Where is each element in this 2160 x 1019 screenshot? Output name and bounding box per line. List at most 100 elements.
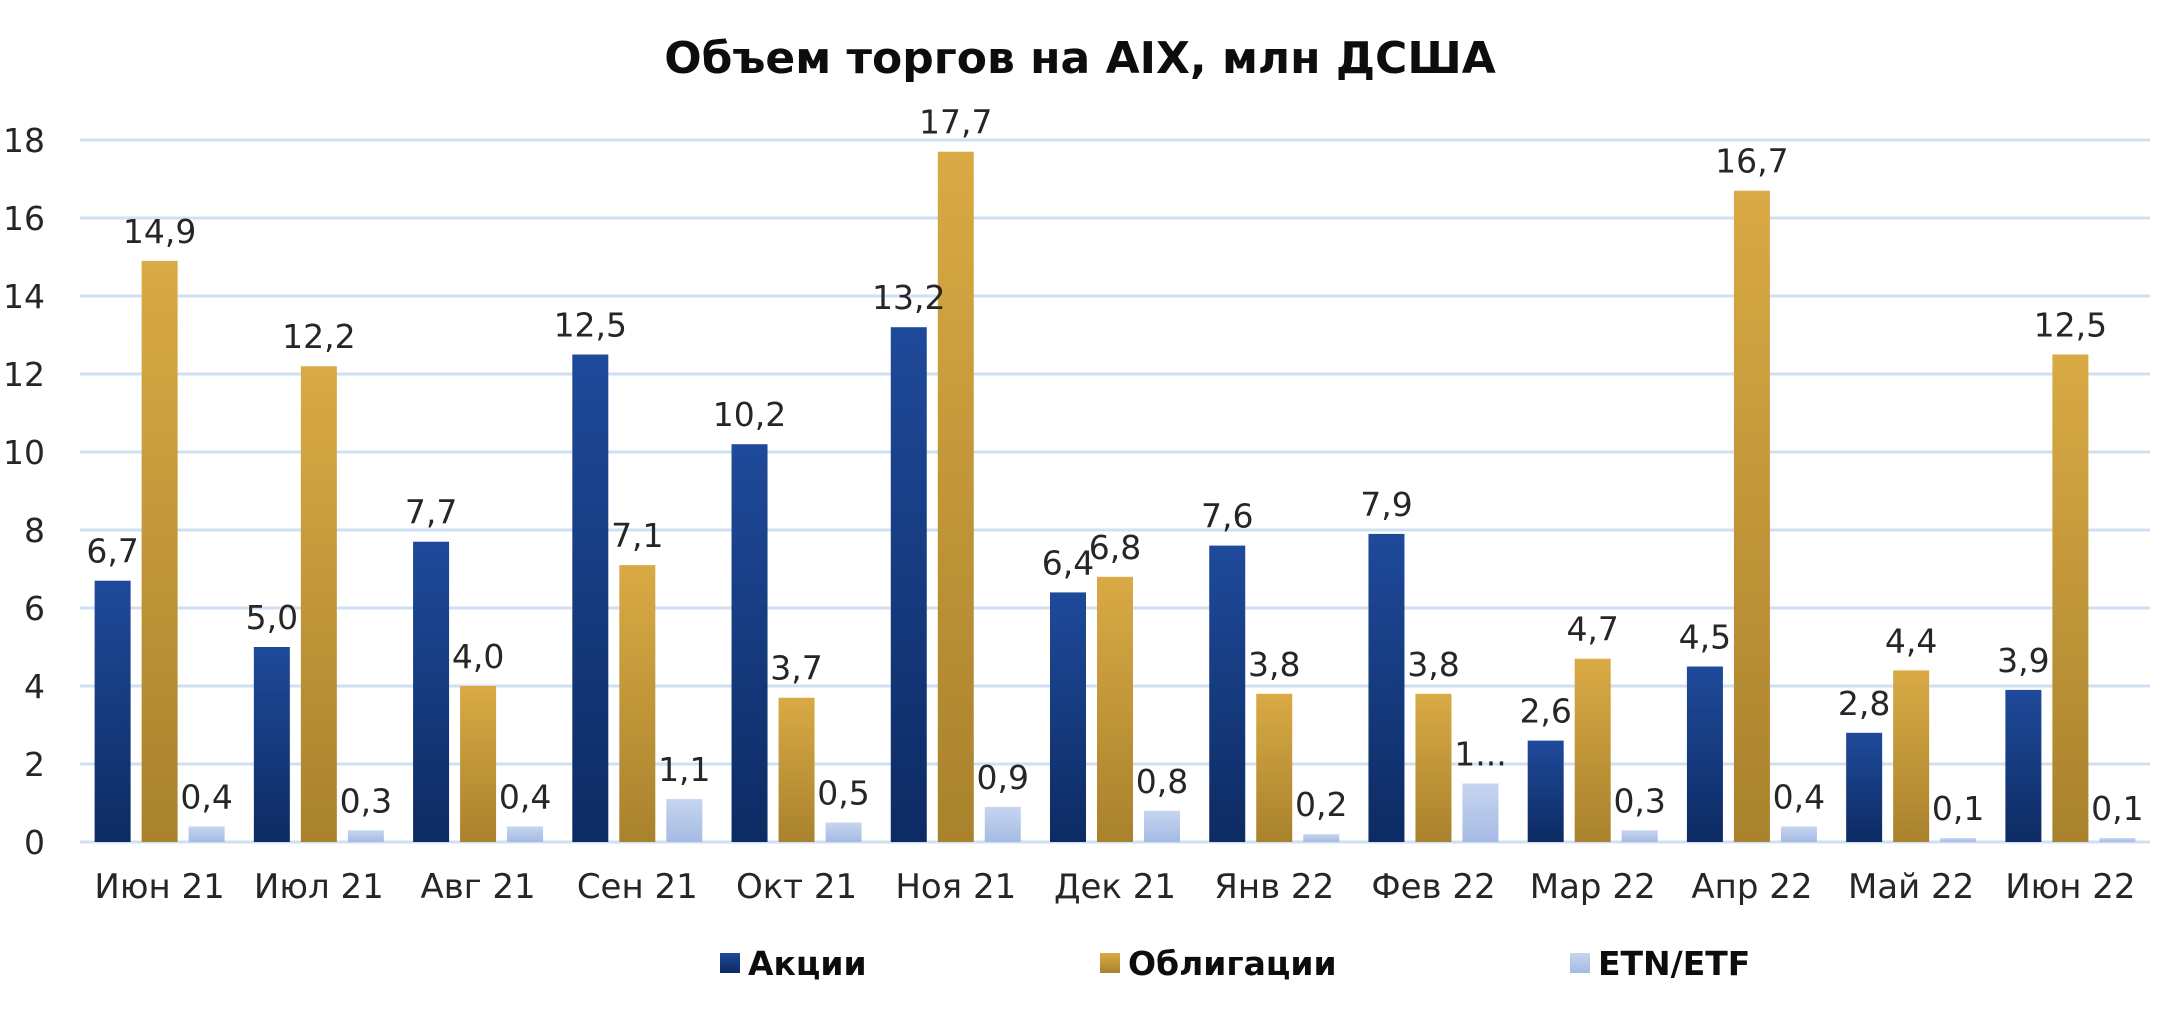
data-label: 0,9 <box>977 758 1029 797</box>
legend-swatch <box>1100 953 1120 973</box>
x-tick-label: Мар 22 <box>1530 867 1656 907</box>
bar-akcii <box>572 354 609 842</box>
bar-etn-etf <box>1940 838 1977 842</box>
y-tick-label: 6 <box>24 589 45 628</box>
bar-akcii <box>253 647 290 842</box>
bar-etn-etf <box>507 826 544 842</box>
bar-obligacii <box>619 565 656 842</box>
bar-akcii <box>2005 689 2042 842</box>
bar-akcii <box>1686 666 1723 842</box>
data-label: 2,6 <box>1519 692 1571 731</box>
x-tick-label: Окт 21 <box>736 867 857 907</box>
data-label: 1,1 <box>658 750 710 789</box>
bar-akcii <box>1846 732 1883 842</box>
data-label: 17,7 <box>919 103 992 142</box>
data-label: 0,1 <box>2091 789 2143 828</box>
data-label: 0,4 <box>499 777 551 816</box>
x-axis-ticks: Июн 21 Июл 21 Авг 21 Сен 21 Окт 21 Ноя 21 Дек … <box>94 867 2135 907</box>
data-label: 2,8 <box>1838 684 1890 723</box>
x-tick-label: Фев 22 <box>1371 867 1495 907</box>
bar-akcii <box>731 444 768 842</box>
bar-akcii <box>1209 545 1246 842</box>
bar-etn-etf <box>1780 826 1817 842</box>
data-label: 0,3 <box>340 781 392 820</box>
x-tick-label: Июл 21 <box>254 867 384 907</box>
x-tick-label: Сен 21 <box>577 867 698 907</box>
bar-etn-etf <box>188 826 225 842</box>
bar-etn-etf <box>1462 783 1499 842</box>
bar-obligacii <box>1097 576 1133 842</box>
data-label: 7,6 <box>1201 497 1253 536</box>
bar-obligacii <box>778 697 815 842</box>
y-tick-label: 0 <box>24 823 45 862</box>
data-label: 12,2 <box>282 317 355 356</box>
x-tick-label: Май 22 <box>1848 867 1974 907</box>
bar-etn-etf <box>1303 834 1340 842</box>
x-tick-label: Июн 22 <box>2005 867 2135 907</box>
bar-etn-etf <box>825 822 862 842</box>
data-label: 3,8 <box>1407 645 1459 684</box>
data-label: 6,4 <box>1042 543 1094 582</box>
data-label: 7,1 <box>611 516 663 555</box>
data-label: 3,8 <box>1248 645 1300 684</box>
data-label: 5,0 <box>246 598 298 637</box>
legend-label: Облигации <box>1128 944 1337 983</box>
y-tick-label: 16 <box>3 199 45 238</box>
bar-obligacii <box>141 260 178 842</box>
bar-obligacii <box>1415 693 1452 842</box>
y-tick-label: 2 <box>24 745 45 784</box>
data-label: 0,8 <box>1136 762 1188 801</box>
legend-label: ETN/ETF <box>1598 944 1750 983</box>
x-tick-label: Дек 21 <box>1054 867 1176 907</box>
data-label: 3,9 <box>1997 641 2049 680</box>
data-label: 12,5 <box>554 306 627 345</box>
bar-akcii <box>890 327 927 842</box>
bar-etn-etf <box>984 806 1021 842</box>
bar-akcii <box>94 580 131 842</box>
legend-label: Акции <box>748 944 867 983</box>
bar-obligacii <box>2052 354 2089 842</box>
bar-obligacii <box>1893 670 1930 842</box>
data-label: 16,7 <box>1715 142 1788 181</box>
x-tick-label: Ноя 21 <box>895 867 1016 907</box>
data-label: 0,4 <box>1773 777 1825 816</box>
data-label: 6,7 <box>86 532 138 571</box>
bars <box>94 151 2136 842</box>
bar-obligacii <box>1733 190 1770 842</box>
data-label: 12,5 <box>2034 306 2107 345</box>
data-label: 4,7 <box>1566 610 1618 649</box>
y-tick-label: 8 <box>24 511 45 550</box>
x-tick-label: Июн 21 <box>94 867 224 907</box>
data-label: 0,2 <box>1295 785 1347 824</box>
y-axis-ticks: 0 2 4 6 8 10 12 14 16 18 <box>3 121 45 862</box>
legend-swatch <box>1570 953 1590 973</box>
bar-akcii <box>413 541 450 842</box>
data-label: 13,2 <box>872 278 945 317</box>
data-label: 6,8 <box>1089 528 1141 567</box>
data-label: 3,7 <box>770 649 822 688</box>
bar-obligacii <box>937 151 974 842</box>
legend-swatch <box>720 953 740 973</box>
data-labels: 6,7 14,9 0,4 5,0 12,2 0,3 7,7 4,0 0,4 12,5 7,1 1,1 1… <box>86 103 2143 828</box>
bar-etn-etf <box>1621 830 1658 842</box>
bar-etn-etf <box>347 830 384 842</box>
y-tick-label: 4 <box>24 667 45 706</box>
data-label: 1... <box>1454 735 1506 774</box>
data-label: 7,7 <box>405 493 457 532</box>
data-label: 14,9 <box>123 212 196 251</box>
bar-akcii <box>1527 740 1564 842</box>
legend: Акции Облигации ETN/ETF <box>720 944 1750 983</box>
bar-obligacii <box>460 686 497 842</box>
y-tick-label: 10 <box>3 433 45 472</box>
bar-akcii <box>1368 533 1405 842</box>
data-label: 7,9 <box>1360 485 1412 524</box>
bar-etn-etf <box>666 799 703 842</box>
bar-obligacii <box>1574 658 1611 842</box>
x-tick-label: Янв 22 <box>1214 867 1334 907</box>
data-label: 4,4 <box>1885 621 1937 660</box>
bar-etn-etf <box>1144 810 1180 842</box>
bar-obligacii <box>300 366 337 842</box>
bar-obligacii <box>1256 693 1293 842</box>
data-label: 10,2 <box>713 395 786 434</box>
bar-akcii <box>1050 592 1086 842</box>
